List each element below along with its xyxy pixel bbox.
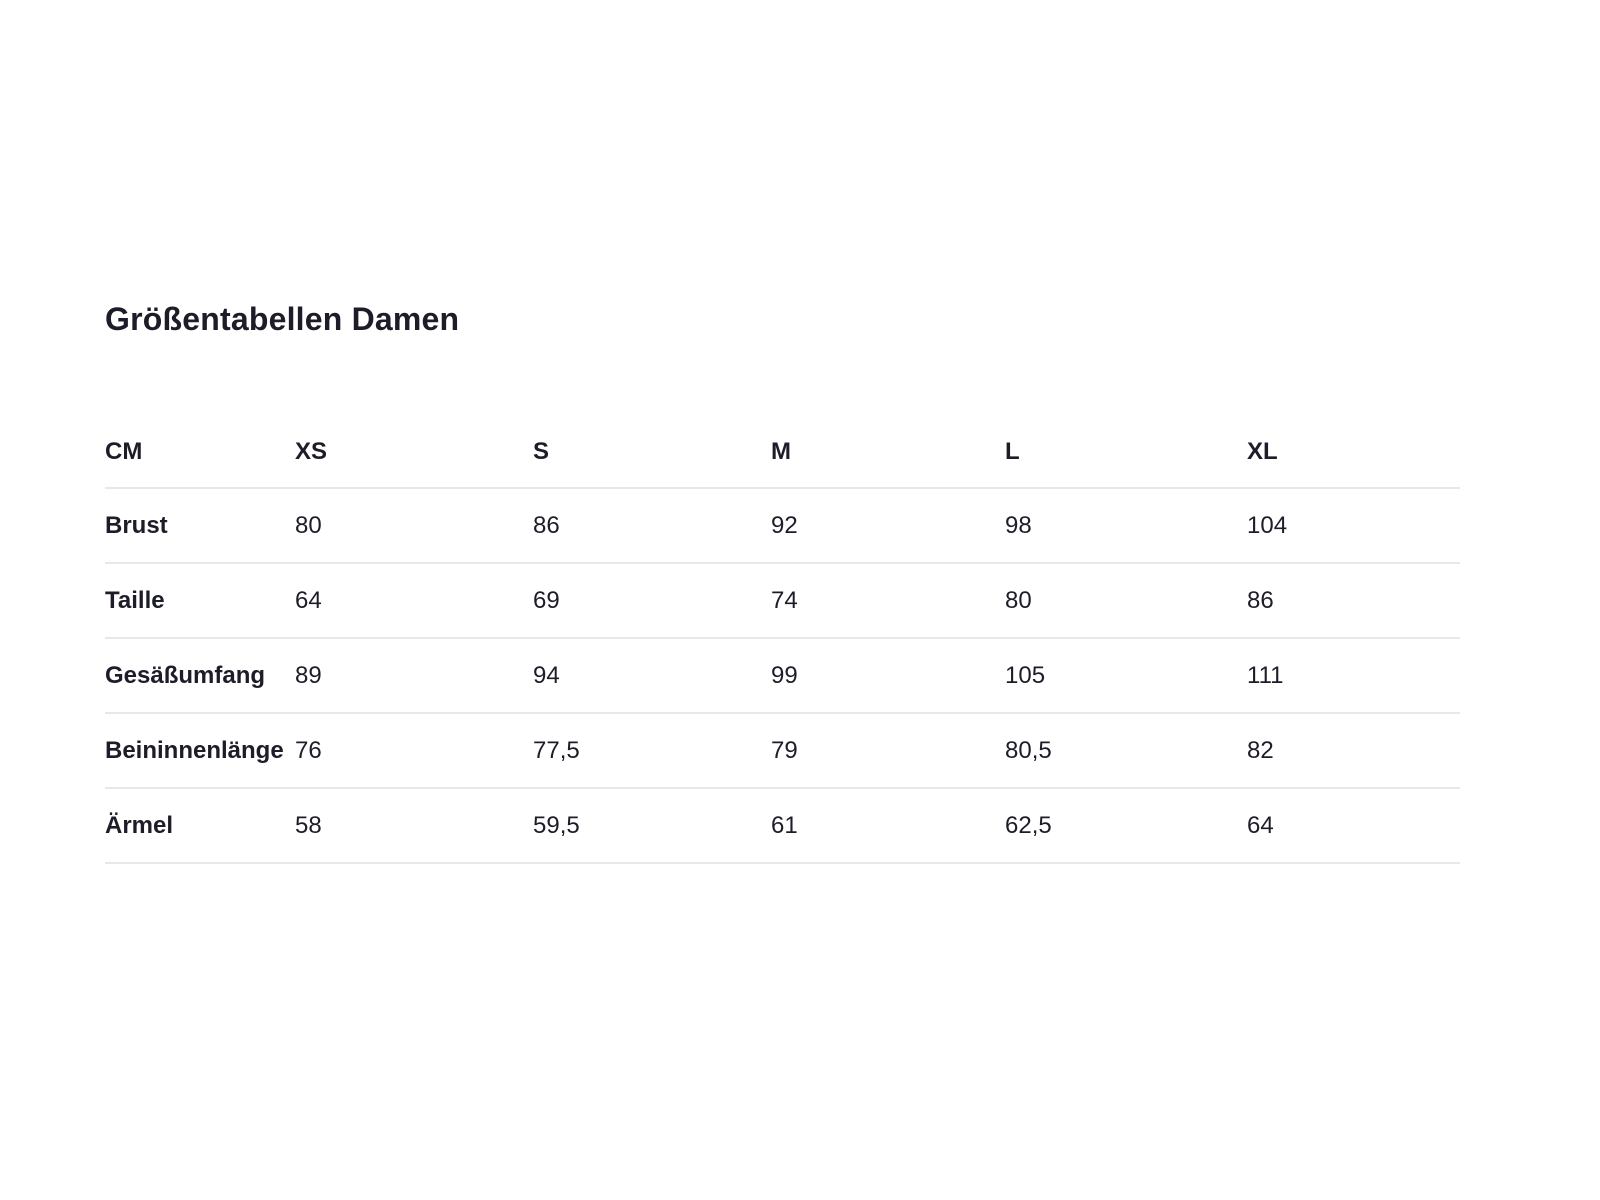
table-cell: 62,5 xyxy=(1005,788,1247,865)
table-row-beininnenlaenge: Beininnenlänge 76 77,5 79 80,5 82 xyxy=(105,713,1460,790)
table-cell: 74 xyxy=(771,563,1005,640)
page-title: Größentabellen Damen xyxy=(105,301,460,337)
table-cell: 86 xyxy=(533,488,771,565)
column-header-xl: XL xyxy=(1247,416,1460,490)
table-cell: 69 xyxy=(533,563,771,640)
column-header-s: S xyxy=(533,416,771,490)
table-cell: 80,5 xyxy=(1005,713,1247,790)
table-row-gesaessumfang: Gesäßumfang 89 94 99 105 111 xyxy=(105,638,1460,715)
column-header-unit: CM xyxy=(105,416,295,490)
table-cell: 82 xyxy=(1247,713,1460,790)
table-cell: 99 xyxy=(771,638,1005,715)
row-label: Brust xyxy=(105,488,295,565)
table-row-aermel: Ärmel 58 59,5 61 62,5 64 xyxy=(105,788,1460,865)
column-header-xs: XS xyxy=(295,416,533,490)
table-cell: 111 xyxy=(1247,638,1460,715)
table-cell: 59,5 xyxy=(533,788,771,865)
table-cell: 86 xyxy=(1247,563,1460,640)
size-table: CM XS S M L XL Brust 80 86 92 98 104 xyxy=(105,416,1460,865)
table-header-row: CM XS S M L XL xyxy=(105,416,1460,490)
table-cell: 105 xyxy=(1005,638,1247,715)
row-label: Ärmel xyxy=(105,788,295,865)
row-label: Gesäßumfang xyxy=(105,638,295,715)
table-row-brust: Brust 80 86 92 98 104 xyxy=(105,488,1460,565)
table-cell: 92 xyxy=(771,488,1005,565)
table-cell: 94 xyxy=(533,638,771,715)
column-header-l: L xyxy=(1005,416,1247,490)
row-label: Taille xyxy=(105,563,295,640)
table-cell: 77,5 xyxy=(533,713,771,790)
column-header-m: M xyxy=(771,416,1005,490)
table-cell: 64 xyxy=(1247,788,1460,865)
table-cell: 58 xyxy=(295,788,533,865)
content-area: Größentabellen Damen CM XS S M L XL Brus… xyxy=(105,0,1460,865)
table-cell: 76 xyxy=(295,713,533,790)
table-cell: 61 xyxy=(771,788,1005,865)
table-cell: 104 xyxy=(1247,488,1460,565)
table-cell: 80 xyxy=(295,488,533,565)
table-cell: 80 xyxy=(1005,563,1247,640)
row-label: Beininnenlänge xyxy=(105,713,295,790)
table-cell: 79 xyxy=(771,713,1005,790)
table-row-taille: Taille 64 69 74 80 86 xyxy=(105,563,1460,640)
table-cell: 89 xyxy=(295,638,533,715)
table-cell: 64 xyxy=(295,563,533,640)
table-cell: 98 xyxy=(1005,488,1247,565)
